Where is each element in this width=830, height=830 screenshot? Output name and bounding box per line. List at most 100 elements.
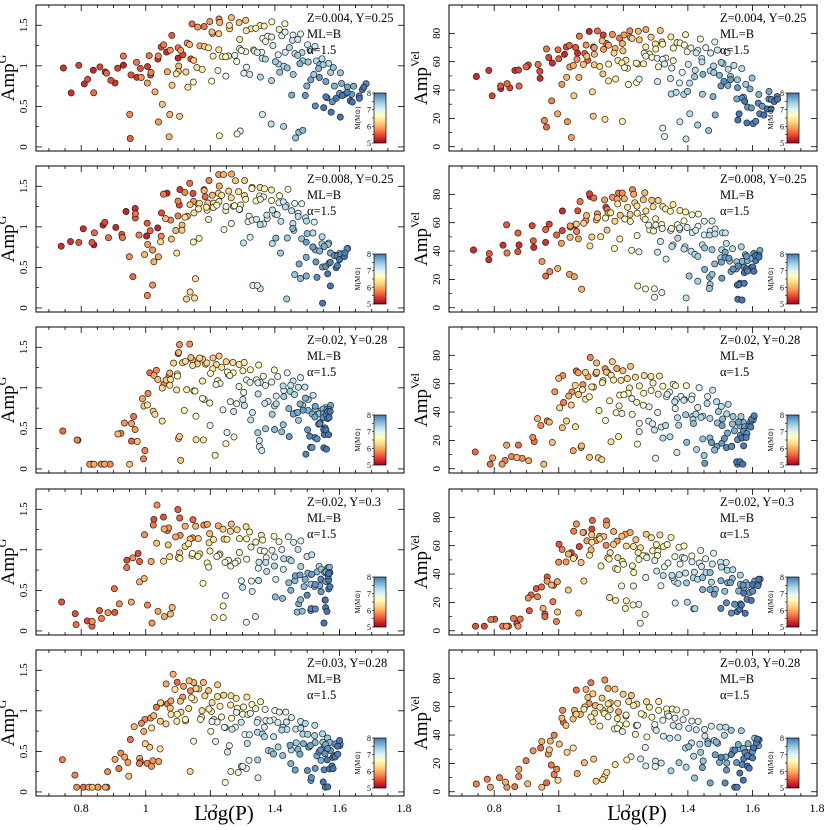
data-point [154,376,162,383]
data-point [279,382,287,390]
data-point [563,118,571,126]
data-point [126,110,134,118]
data-point [498,460,506,468]
data-point [480,622,488,630]
annotation-line: Z=0.02, Y=0.28 [720,333,800,347]
data-point [688,211,696,219]
data-point [601,196,609,204]
data-point [148,619,156,627]
data-point [306,46,314,54]
data-point [325,431,333,439]
data-point [720,731,728,739]
data-point [166,553,174,561]
data-point [692,49,700,57]
data-point [254,774,262,782]
data-point [209,354,217,362]
data-point [534,61,542,68]
data-point [295,416,302,424]
data-point [590,50,598,58]
data-point [315,65,323,73]
data-point [555,540,563,548]
data-point [682,569,689,577]
colorbar-tick-label: 7 [367,267,371,276]
data-point [128,420,135,427]
data-point [183,295,190,303]
data-point [694,252,702,260]
data-point [171,685,179,693]
data-point [735,418,742,426]
data-point [676,224,684,232]
data-point [620,391,628,399]
data-point [222,53,230,61]
data-point [619,47,627,55]
y-axis-label: AmpVel [408,50,432,105]
data-point [597,562,605,570]
data-point [173,678,181,686]
data-point [651,557,659,564]
data-point [190,209,198,217]
data-point [300,583,308,591]
data-point [129,273,137,281]
data-point [240,359,248,366]
colorbar-tick-label: 5 [367,784,371,793]
data-point [588,88,596,96]
data-point [590,44,598,52]
data-point [185,540,193,548]
data-point [84,75,92,83]
data-point [225,742,233,750]
data-point [307,76,315,84]
data-point [674,734,682,742]
data-point [170,359,178,367]
data-point [503,441,511,449]
colorbar-tick-label: 6 [367,122,371,131]
data-point [239,762,247,770]
data-point [654,63,662,71]
data-point [259,536,267,544]
data-point [128,437,135,445]
data-point [216,19,224,26]
data-point [608,358,616,366]
data-point [234,768,242,776]
data-point [662,422,670,429]
data-point [291,391,298,399]
data-point [348,98,356,106]
data-point [112,223,120,231]
data-point [185,705,193,712]
data-point [747,423,755,431]
data-point [599,31,607,39]
data-point [588,525,596,533]
data-point [156,745,164,753]
data-point [557,239,565,247]
colorbar-label: M(M⊙) [767,267,775,291]
data-point [750,412,758,420]
data-point [254,564,262,572]
data-point [338,92,346,100]
data-point [271,426,279,433]
data-point [704,392,712,400]
data-point [695,384,703,392]
data-point [723,48,731,56]
data-point [628,395,636,403]
data-point [740,279,748,287]
data-point [550,731,558,739]
data-point [658,289,666,297]
data-point [559,706,567,714]
colorbar-tick-label: 6 [780,283,784,292]
data-point [674,579,682,587]
data-point [610,244,618,252]
data-point [534,415,541,423]
data-point [700,452,708,459]
x-tick-label: 1.6 [745,801,760,815]
data-point [628,410,636,418]
plot-frame [35,649,405,797]
data-point [281,48,289,56]
data-point [635,382,643,390]
data-point [594,214,601,221]
data-point [319,730,326,738]
data-point [136,64,144,72]
plot-frame [35,165,405,313]
data-point [207,727,215,735]
data-point [188,20,196,28]
data-point [191,387,199,395]
data-point [569,715,577,723]
